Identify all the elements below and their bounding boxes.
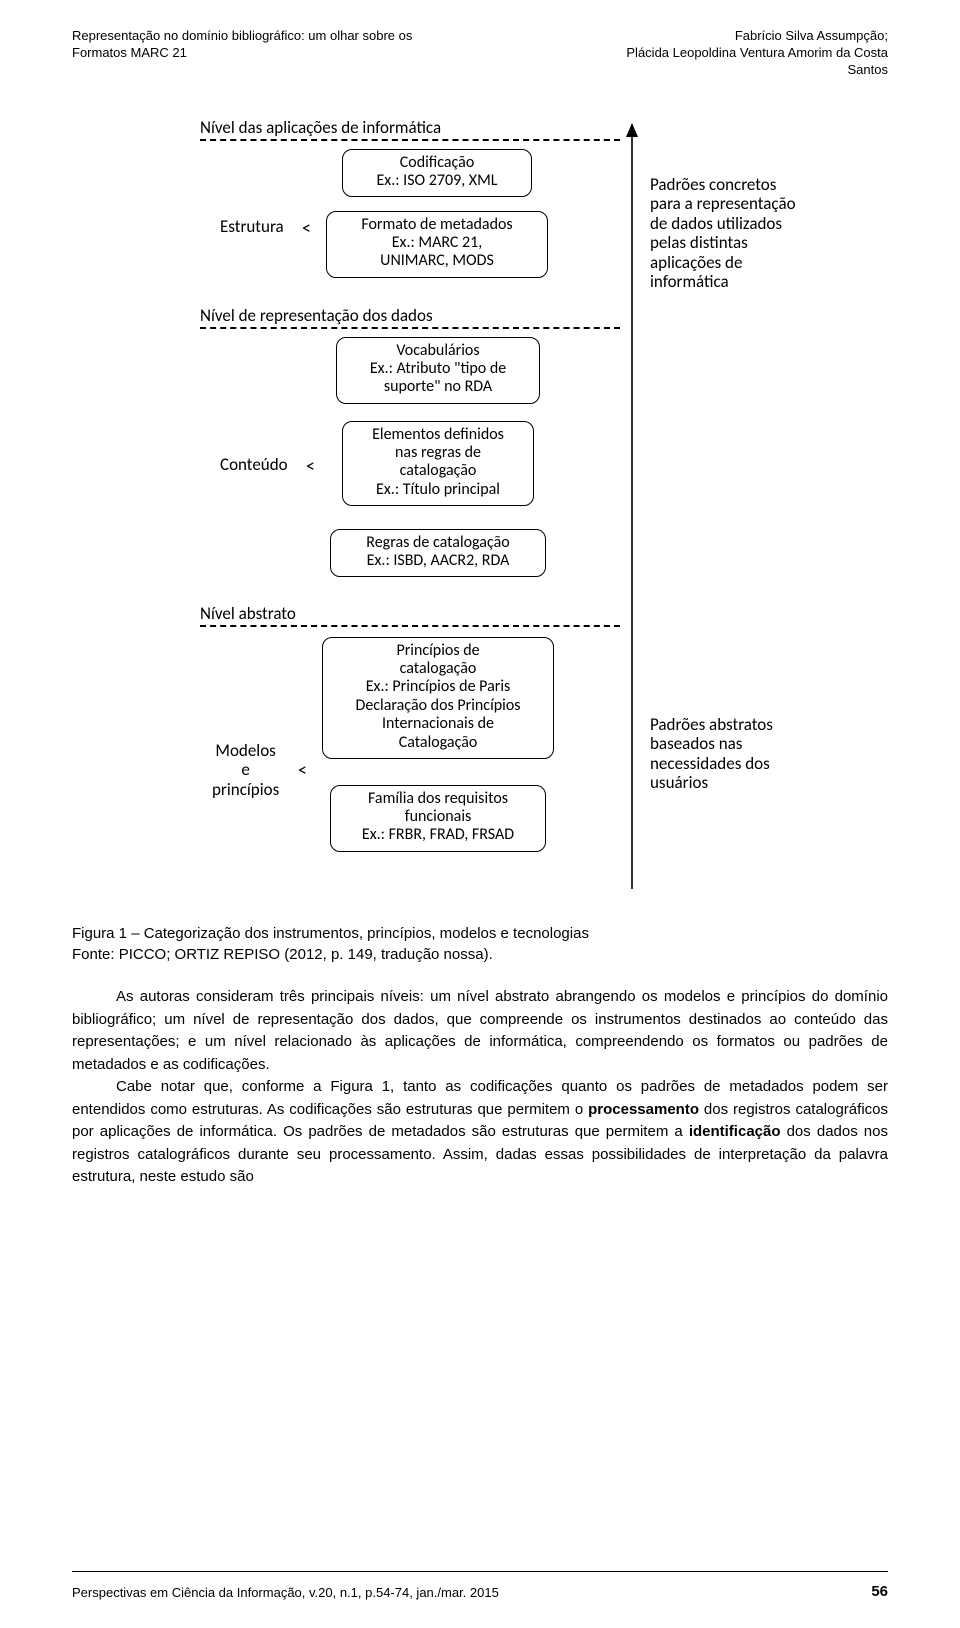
dashed-divider [200, 139, 620, 141]
box-line: Formato de metadados [361, 215, 512, 234]
box-line: Elementos definidos [372, 425, 504, 444]
box-line: nas regras de [395, 443, 481, 462]
box-line: Princípios de [396, 641, 479, 660]
header-right-line3: Santos [626, 62, 888, 79]
right-annot-line: necessidades dos [650, 753, 770, 774]
right-annot-line: aplicações de [650, 252, 742, 273]
right-annot-line: pelas distintas [650, 232, 748, 253]
bracket-icon: < [306, 455, 315, 477]
box-line: funcionais [405, 807, 472, 826]
vertical-arrow-icon [624, 123, 640, 893]
box-line: suporte" no RDA [384, 377, 492, 396]
box-vocabularios: Vocabulários Ex.: Atributo "tipo de supo… [336, 337, 540, 404]
side-label-modelos-l1: Modelos [215, 740, 275, 761]
right-annotation-top: Padrões concretos para a representação d… [650, 175, 796, 292]
side-label-conteudo: Conteúdo [220, 455, 288, 475]
box-elementos: Elementos definidos nas regras de catalo… [342, 421, 534, 507]
bracket-icon: < [298, 759, 307, 781]
box-line: UNIMARC, MODS [380, 251, 494, 270]
dashed-divider [200, 327, 620, 329]
p2-bold-identificacao: identificação [689, 1123, 781, 1140]
box-line: Codificação [400, 153, 475, 172]
level-label-data-representation: Nível de representação dos dados [200, 305, 433, 326]
p2-bold-processamento: processamento [588, 1101, 699, 1118]
figure-caption-source: Fonte: PICCO; ORTIZ REPISO (2012, p. 149… [72, 944, 888, 966]
box-line: catalogação [400, 659, 477, 678]
header-right: Fabrício Silva Assumpção; Plácida Leopol… [626, 28, 888, 79]
dashed-divider [200, 625, 620, 627]
header-right-line2: Plácida Leopoldina Ventura Amorim da Cos… [626, 45, 888, 62]
box-line: Ex.: ISBD, AACR2, RDA [367, 551, 510, 570]
box-line: Ex.: Atributo "tipo de [370, 359, 506, 378]
box-principios-catalogacao: Princípios de catalogação Ex.: Princípio… [322, 637, 554, 759]
running-header: Representação no domínio bibliográfico: … [72, 28, 888, 79]
box-regras-catalogacao: Regras de catalogação Ex.: ISBD, AACR2, … [330, 529, 546, 578]
level-label-abstract: Nível abstrato [200, 603, 296, 624]
footer-rule [72, 1571, 888, 1572]
footer: Perspectivas em Ciência da Informação, v… [72, 1583, 888, 1600]
right-annotation-bottom: Padrões abstratos baseados nas necessida… [650, 715, 773, 793]
box-line: Regras de catalogação [366, 533, 509, 552]
box-codificacao: Codificação Ex.: ISO 2709, XML [342, 149, 532, 198]
header-left-line2: Formatos MARC 21 [72, 45, 412, 62]
header-left: Representação no domínio bibliográfico: … [72, 28, 412, 79]
figure-diagram: Nível das aplicações de informática Níve… [130, 115, 830, 895]
side-label-modelos-l3: princípios [212, 779, 279, 800]
right-annot-line: Padrões concretos [650, 174, 776, 195]
side-label-estrutura: Estrutura [220, 217, 284, 237]
box-line: Catalogação [399, 733, 478, 752]
right-annot-line: informática [650, 271, 729, 292]
box-line: Declaração dos Princípios [355, 696, 520, 715]
right-annot-line: baseados nas [650, 733, 742, 754]
box-line: Internacionais de [382, 714, 494, 733]
paragraph-2: Cabe notar que, conforme a Figura 1, tan… [72, 1076, 888, 1189]
box-line: Ex.: Princípios de Paris [366, 677, 511, 696]
box-line: Ex.: Título principal [376, 480, 500, 499]
box-line: Família dos requisitos [368, 789, 508, 808]
box-line: Ex.: MARC 21, [392, 233, 483, 252]
footer-journal: Perspectivas em Ciência da Informação, v… [72, 1585, 499, 1600]
right-annot-line: Padrões abstratos [650, 714, 773, 735]
side-label-modelos: Modelos e princípios [212, 741, 279, 800]
box-line: Ex.: FRBR, FRAD, FRSAD [362, 825, 514, 844]
right-annot-line: para a representação [650, 193, 796, 214]
bracket-icon: < [302, 217, 311, 239]
box-familia-requisitos: Família dos requisitos funcionais Ex.: F… [330, 785, 546, 852]
header-right-line1: Fabrício Silva Assumpção; [626, 28, 888, 45]
box-line: Ex.: ISO 2709, XML [376, 171, 497, 190]
level-label-applications: Nível das aplicações de informática [200, 117, 441, 138]
box-formato-metadados: Formato de metadados Ex.: MARC 21, UNIMA… [326, 211, 548, 278]
right-annot-line: de dados utilizados [650, 213, 782, 234]
paragraph-1: As autoras consideram três principais ní… [72, 986, 888, 1076]
header-left-line1: Representação no domínio bibliográfico: … [72, 28, 412, 45]
box-line: catalogação [400, 461, 477, 480]
right-annot-line: usuários [650, 772, 708, 793]
figure-caption-title: Figura 1 – Categorização dos instrumento… [72, 923, 888, 945]
box-line: Vocabulários [396, 341, 479, 360]
side-label-modelos-l2: e [241, 759, 249, 780]
page-number: 56 [871, 1583, 888, 1600]
body-text: As autoras consideram três principais ní… [72, 986, 888, 1189]
figure-caption: Figura 1 – Categorização dos instrumento… [72, 923, 888, 967]
